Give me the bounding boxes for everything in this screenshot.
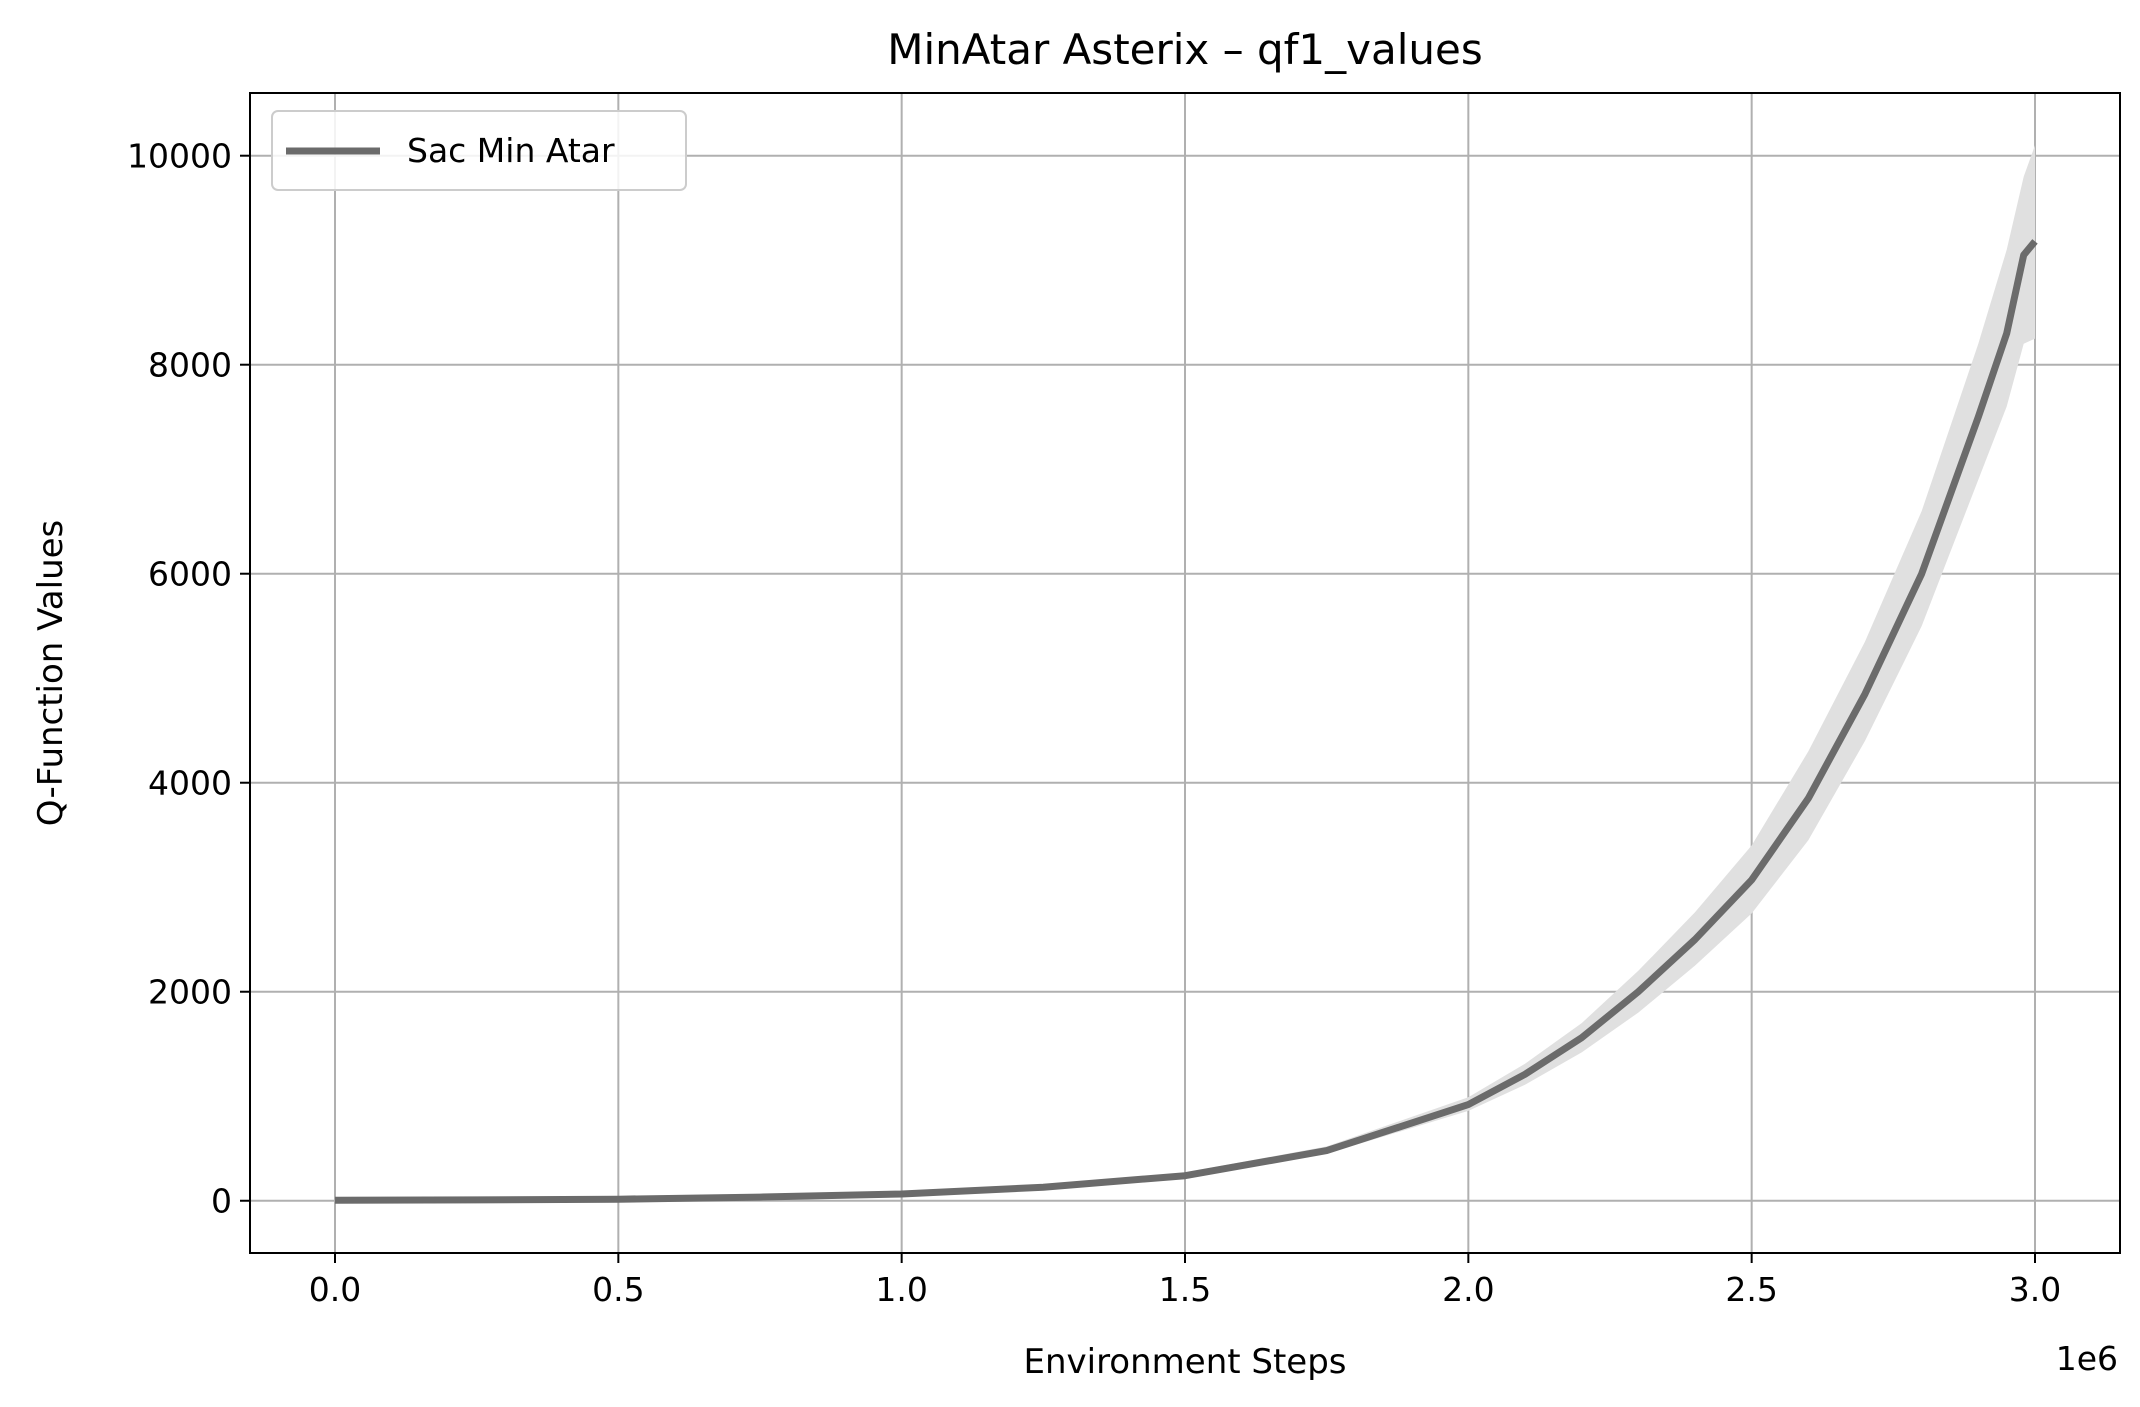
series-lines	[334, 239, 2038, 1204]
y-axis-label: Q-Function Values	[31, 520, 71, 826]
x-tick-label: 0.5	[592, 1270, 644, 1309]
x-tick-label: 3.0	[2009, 1270, 2061, 1309]
x-tick-label: 2.5	[1725, 1270, 1777, 1309]
y-tick-label: 10000	[127, 137, 232, 176]
legend-label: Sac Min Atar	[407, 131, 615, 170]
x-tick-label: 0.0	[309, 1270, 361, 1309]
y-tick-label: 2000	[148, 973, 232, 1012]
x-tick-label: 1.0	[875, 1270, 927, 1309]
y-tick-label: 4000	[148, 764, 232, 803]
y-axis-ticks: 0 2000 4000 6000 8000 10000	[127, 137, 250, 1221]
x-axis-offset-label: 1e6	[2056, 1339, 2118, 1378]
y-tick-label: 8000	[148, 346, 232, 385]
x-tick-label: 1.5	[1159, 1270, 1211, 1309]
y-tick-label: 0	[211, 1182, 232, 1221]
chart-title: MinAtar Asterix – qf1_values	[887, 25, 1483, 74]
legend-box	[271, 110, 687, 191]
legend: Sac Min Atar	[271, 110, 687, 191]
x-axis-label: Environment Steps	[1023, 1342, 1346, 1382]
series-line	[334, 239, 2038, 1204]
x-tick-label: 2.0	[1442, 1270, 1494, 1309]
y-tick-label: 6000	[148, 555, 232, 594]
x-axis-ticks: 0.0 0.5 1.0 1.5 2.0 2.5 3.0	[309, 1253, 2061, 1309]
